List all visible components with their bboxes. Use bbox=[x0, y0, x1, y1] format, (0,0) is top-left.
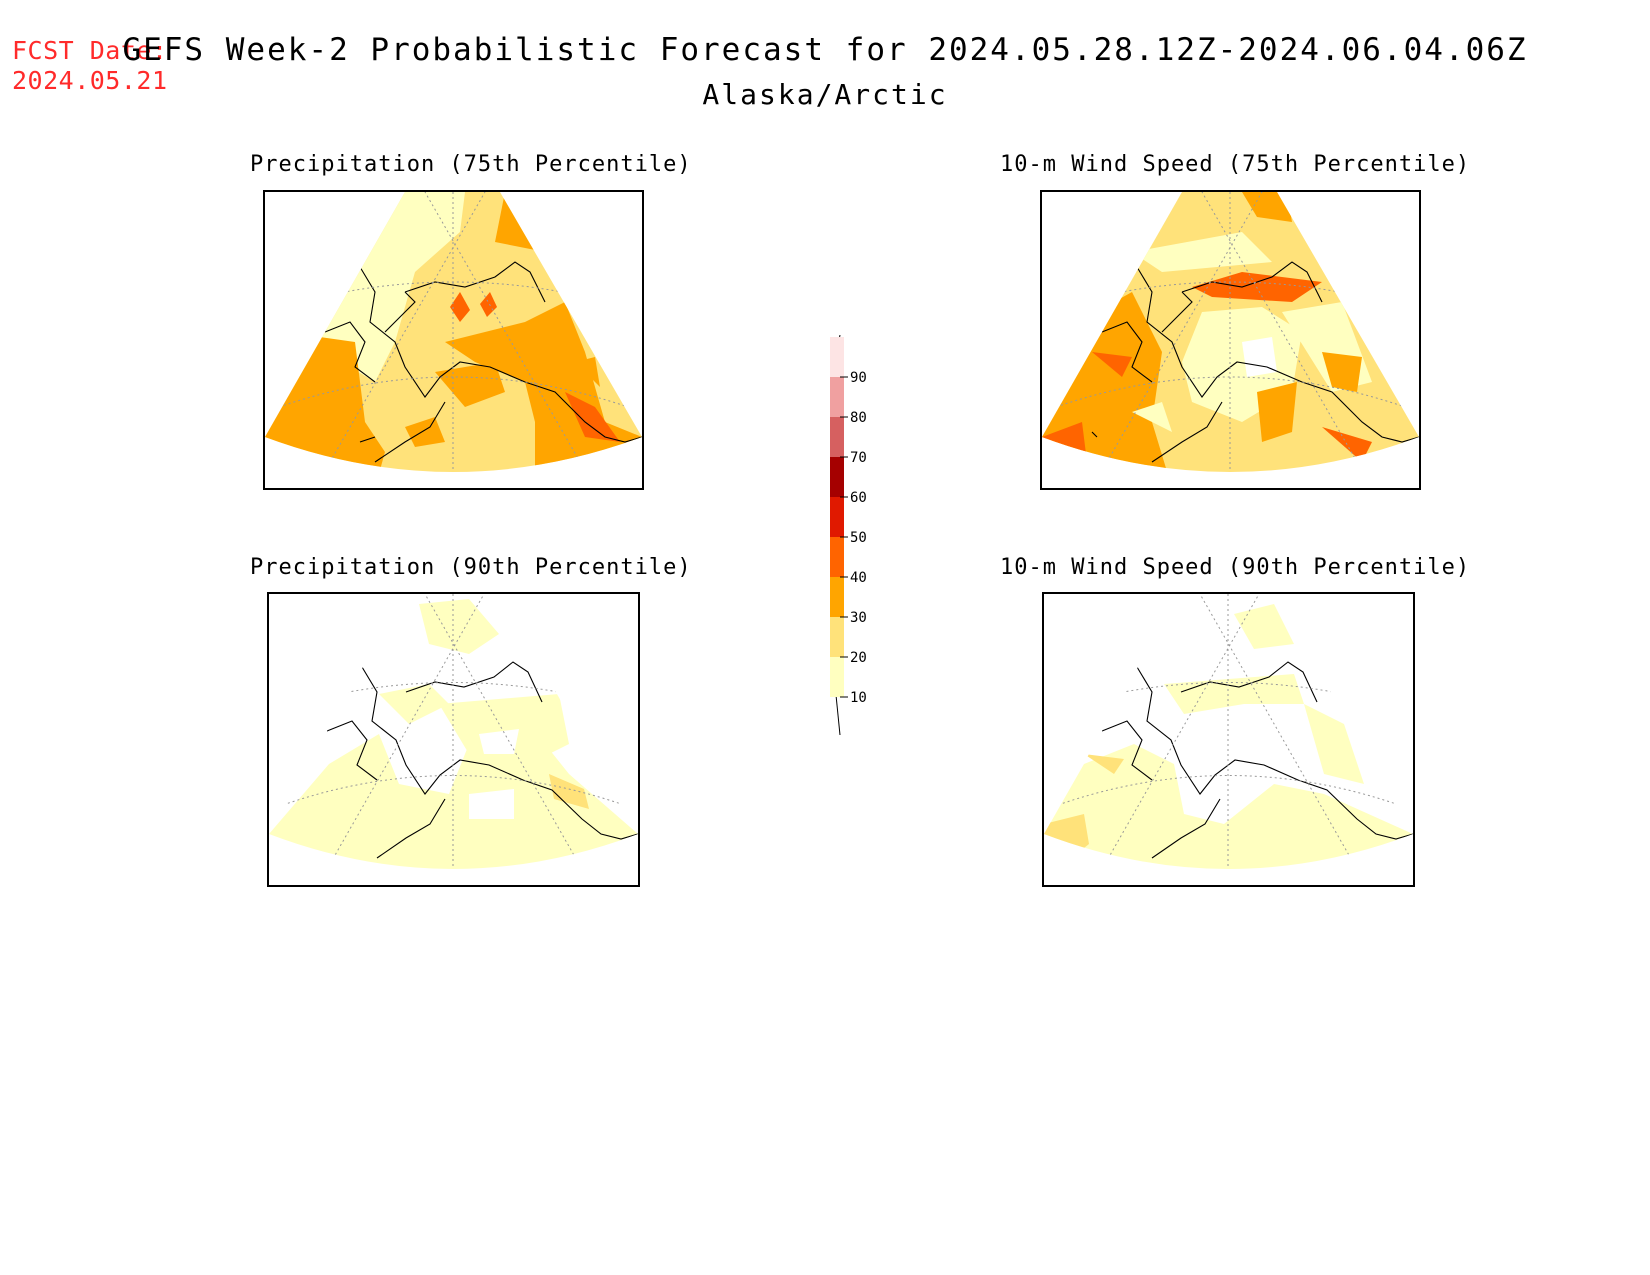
page-title: GEFS Week-2 Probabilistic Forecast for 2… bbox=[122, 32, 1528, 68]
map-wind-75 bbox=[1040, 190, 1421, 490]
map-precip-75 bbox=[263, 190, 644, 490]
map-precip-90 bbox=[267, 592, 640, 887]
map-wind-90 bbox=[1042, 592, 1415, 887]
colorbar-label: 20 bbox=[850, 650, 867, 666]
colorbar-label: 80 bbox=[850, 410, 867, 426]
colorbar-label: 60 bbox=[850, 490, 867, 506]
colorbar-swatch-3 bbox=[830, 537, 844, 577]
colorbar-label: 40 bbox=[850, 570, 867, 586]
colorbar-label: 90 bbox=[850, 370, 867, 386]
forecast-date: FCST Date: 2024.05.21 bbox=[12, 36, 168, 96]
colorbar-swatch-0 bbox=[830, 657, 844, 697]
colorbar-label: 30 bbox=[850, 610, 867, 626]
forecast-date-label: FCST Date: bbox=[12, 36, 168, 65]
panel-title-wind-90: 10-m Wind Speed (90th Percentile) bbox=[1000, 555, 1471, 580]
colorbar-label: 50 bbox=[850, 530, 867, 546]
colorbar-legend: 10 20 30 40 50 60 70 80 90 bbox=[830, 335, 867, 735]
forecast-date-value: 2024.05.21 bbox=[12, 66, 168, 95]
colorbar-label: 10 bbox=[850, 690, 867, 706]
panel-title-wind-75: 10-m Wind Speed (75th Percentile) bbox=[1000, 152, 1471, 177]
panel-title-precip-90: Precipitation (90th Percentile) bbox=[250, 555, 692, 580]
colorbar-swatch-6 bbox=[830, 417, 844, 457]
colorbar-swatch-5 bbox=[830, 457, 844, 497]
panel-title-precip-75: Precipitation (75th Percentile) bbox=[250, 152, 692, 177]
colorbar-swatch-2 bbox=[830, 577, 844, 617]
page-subtitle: Alaska/Arctic bbox=[702, 78, 948, 111]
colorbar-swatch-4 bbox=[830, 497, 844, 537]
colorbar-label: 70 bbox=[850, 450, 867, 466]
colorbar-swatch-7 bbox=[830, 377, 844, 417]
colorbar-swatch-8 bbox=[830, 337, 844, 377]
colorbar-swatch-1 bbox=[830, 617, 844, 657]
